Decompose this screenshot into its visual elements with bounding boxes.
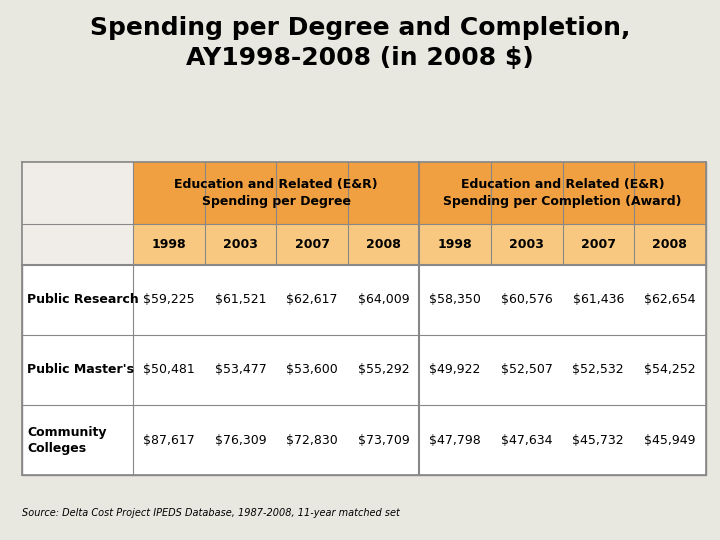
- Text: $52,507: $52,507: [501, 363, 553, 376]
- Text: Community
Colleges: Community Colleges: [27, 426, 107, 455]
- Text: $60,576: $60,576: [501, 293, 553, 306]
- Text: $47,798: $47,798: [429, 434, 481, 447]
- Text: $55,292: $55,292: [358, 363, 410, 376]
- Text: 2003: 2003: [509, 238, 544, 251]
- Text: Source: Delta Cost Project IPEDS Database, 1987-2008, 11-year matched set: Source: Delta Cost Project IPEDS Databas…: [22, 508, 400, 518]
- Text: Public Research: Public Research: [27, 293, 139, 306]
- Text: 1998: 1998: [152, 238, 186, 251]
- Text: $64,009: $64,009: [358, 293, 410, 306]
- Text: $61,521: $61,521: [215, 293, 266, 306]
- Bar: [133, 224, 419, 265]
- Text: 2007: 2007: [581, 238, 616, 251]
- Text: $61,436: $61,436: [572, 293, 624, 306]
- Text: Public Master's: Public Master's: [27, 363, 135, 376]
- Text: $87,617: $87,617: [143, 434, 195, 447]
- Text: Spending per Degree and Completion,
AY1998-2008 (in 2008 $): Spending per Degree and Completion, AY19…: [90, 16, 630, 70]
- Bar: [419, 224, 706, 265]
- Text: 2007: 2007: [294, 238, 330, 251]
- Text: $50,481: $50,481: [143, 363, 195, 376]
- Text: $73,709: $73,709: [358, 434, 410, 447]
- Text: $45,732: $45,732: [572, 434, 624, 447]
- Text: $52,532: $52,532: [572, 363, 624, 376]
- Text: 2008: 2008: [652, 238, 688, 251]
- Text: $58,350: $58,350: [429, 293, 481, 306]
- Text: $49,922: $49,922: [430, 363, 481, 376]
- Text: $53,477: $53,477: [215, 363, 266, 376]
- Text: $54,252: $54,252: [644, 363, 696, 376]
- Text: Education and Related (E&R)
Spending per Completion (Award): Education and Related (E&R) Spending per…: [444, 178, 682, 208]
- Text: $62,617: $62,617: [287, 293, 338, 306]
- Text: $47,634: $47,634: [501, 434, 552, 447]
- Text: $62,654: $62,654: [644, 293, 696, 306]
- Text: 2003: 2003: [223, 238, 258, 251]
- Text: $59,225: $59,225: [143, 293, 195, 306]
- Text: $76,309: $76,309: [215, 434, 266, 447]
- Text: 2008: 2008: [366, 238, 401, 251]
- Text: $45,949: $45,949: [644, 434, 696, 447]
- Text: $53,600: $53,600: [287, 363, 338, 376]
- Text: 1998: 1998: [438, 238, 472, 251]
- Text: $72,830: $72,830: [287, 434, 338, 447]
- Text: Education and Related (E&R)
Spending per Degree: Education and Related (E&R) Spending per…: [174, 178, 378, 208]
